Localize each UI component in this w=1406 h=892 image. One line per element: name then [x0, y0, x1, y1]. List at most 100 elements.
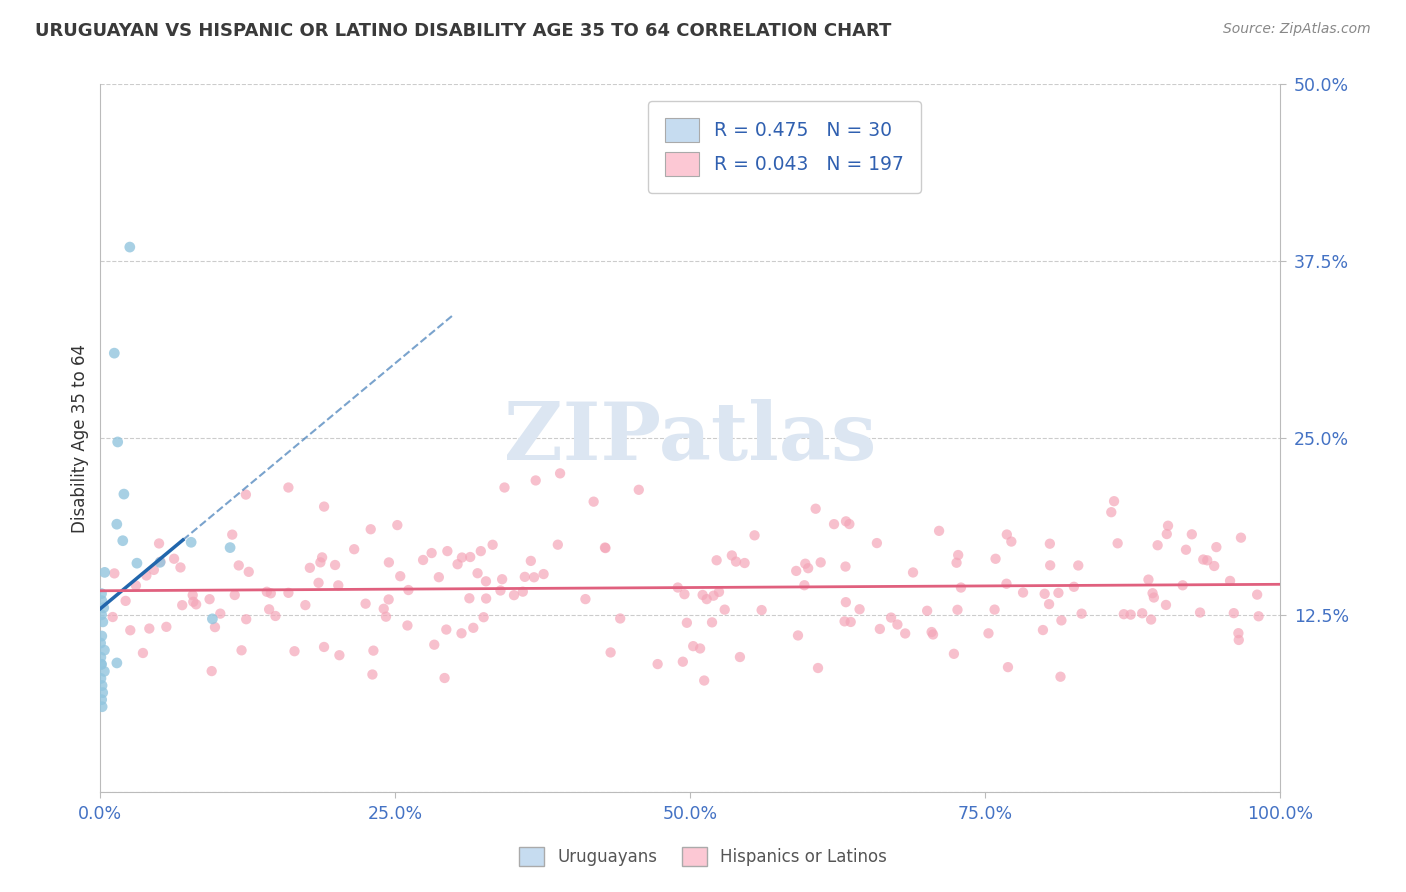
- Point: [135, 568, 157, 582]
- Point: [1033, 587, 1056, 601]
- Point: [93, 566, 115, 580]
- Point: [706, 553, 728, 567]
- Point: [138, 622, 160, 636]
- Point: [1197, 553, 1219, 567]
- Point: [834, 559, 856, 574]
- Point: [1219, 574, 1241, 588]
- Point: [1067, 558, 1090, 573]
- Point: [309, 555, 332, 569]
- Point: [834, 615, 856, 629]
- Point: [209, 607, 232, 621]
- Point: [804, 501, 827, 516]
- Point: [689, 641, 711, 656]
- Point: [475, 591, 498, 606]
- Point: [231, 643, 253, 657]
- Point: [915, 604, 938, 618]
- Point: [494, 481, 516, 495]
- Point: [1142, 586, 1164, 600]
- Point: [1157, 518, 1180, 533]
- Point: [264, 609, 287, 624]
- Point: [835, 595, 858, 609]
- Point: [700, 615, 723, 630]
- Point: [91, 685, 114, 699]
- Point: [512, 584, 534, 599]
- Point: [721, 549, 744, 563]
- Point: [1223, 606, 1246, 620]
- Point: [103, 566, 125, 581]
- Point: [294, 598, 316, 612]
- Point: [866, 536, 889, 550]
- Point: [1171, 578, 1194, 592]
- Point: [90, 607, 112, 622]
- Point: [155, 620, 177, 634]
- Point: [111, 533, 134, 548]
- Point: [90, 650, 112, 665]
- Point: [184, 598, 207, 612]
- Point: [283, 644, 305, 658]
- Point: [894, 626, 917, 640]
- Point: [489, 583, 512, 598]
- Point: [593, 541, 616, 555]
- Point: [984, 551, 1007, 566]
- Point: [785, 564, 807, 578]
- Point: [1156, 527, 1178, 541]
- Text: URUGUAYAN VS HISPANIC OR LATINO DISABILITY AGE 35 TO 64 CORRELATION CHART: URUGUAYAN VS HISPANIC OR LATINO DISABILI…: [35, 22, 891, 40]
- Point: [228, 558, 250, 573]
- Point: [547, 538, 569, 552]
- Point: [433, 671, 456, 685]
- Point: [835, 514, 858, 528]
- Point: [1102, 494, 1125, 508]
- Point: [181, 588, 204, 602]
- Point: [1119, 607, 1142, 622]
- Point: [1247, 609, 1270, 624]
- Point: [377, 592, 399, 607]
- Point: [692, 588, 714, 602]
- Point: [235, 487, 257, 501]
- Point: [949, 581, 972, 595]
- Point: [793, 578, 815, 592]
- Point: [797, 561, 820, 575]
- Point: [1049, 670, 1071, 684]
- Point: [451, 550, 474, 565]
- Point: [125, 578, 148, 592]
- Point: [702, 589, 724, 603]
- Point: [676, 615, 699, 630]
- Point: [328, 648, 350, 663]
- Point: [1204, 559, 1226, 574]
- Point: [848, 602, 870, 616]
- Point: [149, 555, 172, 569]
- Point: [886, 617, 908, 632]
- Point: [298, 561, 321, 575]
- Point: [1063, 580, 1085, 594]
- Point: [256, 584, 278, 599]
- Point: [120, 624, 142, 638]
- Point: [1205, 540, 1227, 554]
- Point: [396, 618, 419, 632]
- Point: [101, 610, 124, 624]
- Point: [90, 657, 112, 672]
- Point: [823, 517, 845, 532]
- Point: [901, 566, 924, 580]
- Point: [450, 626, 472, 640]
- Point: [1107, 536, 1129, 550]
- Point: [238, 565, 260, 579]
- Point: [520, 554, 543, 568]
- Point: [1070, 607, 1092, 621]
- Point: [396, 582, 419, 597]
- Point: [90, 593, 112, 607]
- Point: [1000, 534, 1022, 549]
- Point: [946, 548, 969, 562]
- Point: [224, 588, 246, 602]
- Point: [513, 570, 536, 584]
- Point: [93, 600, 115, 615]
- Point: [90, 657, 112, 672]
- Point: [436, 544, 458, 558]
- Point: [728, 650, 751, 665]
- Point: [103, 346, 125, 360]
- Legend: Uruguayans, Hispanics or Latinos: Uruguayans, Hispanics or Latinos: [510, 838, 896, 875]
- Point: [734, 556, 756, 570]
- Point: [169, 560, 191, 574]
- Point: [787, 628, 810, 642]
- Point: [807, 661, 830, 675]
- Point: [427, 570, 450, 584]
